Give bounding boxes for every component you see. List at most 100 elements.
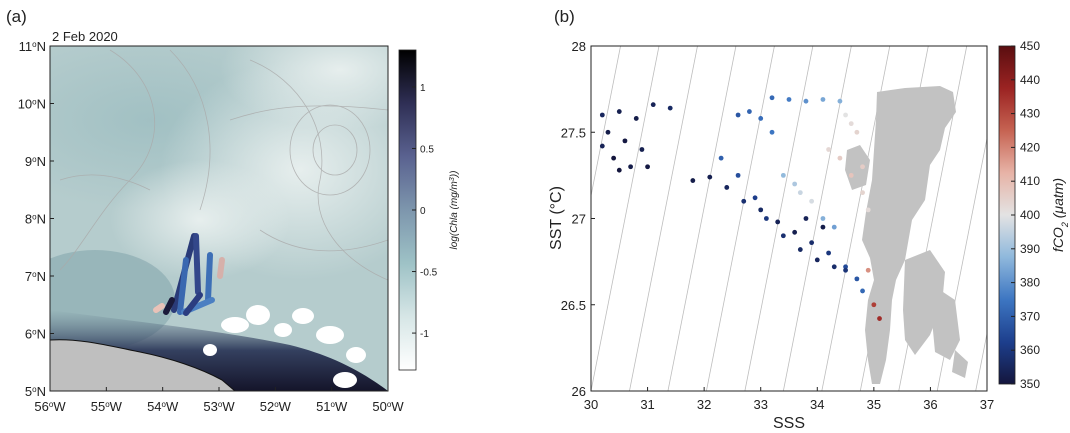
fco2-points <box>599 95 882 321</box>
fco2-point <box>752 195 758 201</box>
sst-tick-label: 27.5 <box>561 125 586 140</box>
x-axis-label: SSS <box>773 415 805 432</box>
panel-a: (a) 2 Feb 2020 <box>6 7 461 414</box>
fco2-point <box>814 257 820 263</box>
date-label: 2 Feb 2020 <box>52 29 118 44</box>
map-x-tick-label: 55oW <box>91 399 123 414</box>
fco2-point <box>792 181 798 187</box>
sss-tick-label: 33 <box>753 397 767 412</box>
map-x-ticks: 56oW 55oW 54oW 53oW 52oW 51oW 50oW <box>34 387 404 414</box>
fco2-point <box>871 302 877 308</box>
fco2-point <box>843 267 848 273</box>
map-y-tick-label: 10oN <box>18 97 46 112</box>
fco2-point <box>741 198 747 204</box>
fco2-point <box>826 250 831 256</box>
fco2-point <box>707 174 713 180</box>
fco2-point <box>724 185 730 190</box>
fco2-point <box>769 95 775 101</box>
sss-tick-label: 36 <box>923 397 937 412</box>
fco2-point <box>639 147 645 152</box>
chla-colorbar-tick-label: 1 <box>420 83 426 94</box>
fco2-point <box>820 216 826 221</box>
fco2-point <box>667 105 673 111</box>
fco2-point <box>628 164 633 170</box>
fco2-point <box>797 190 803 196</box>
fco2-point <box>735 172 741 178</box>
fco2-point <box>622 138 628 144</box>
fco2-colorbar-tick-label: 390 <box>1020 242 1040 256</box>
chla-colorbar: 1 0.5 0 -0.5 -1 log(Chla (mg/m3)) <box>398 49 461 371</box>
background-samples <box>845 86 968 384</box>
fco2-point <box>837 155 843 161</box>
fco2-colorbar-tick-label: 360 <box>1020 343 1040 357</box>
map-y-tick-label: 7oN <box>25 269 46 284</box>
fco2-point <box>877 316 882 321</box>
fco2-point <box>611 155 617 161</box>
fco2-point <box>820 224 826 230</box>
fco2-point <box>599 112 605 118</box>
fco2-colorbar-tick-label: 410 <box>1020 174 1040 188</box>
map-x-tick-label: 52oW <box>260 399 292 414</box>
fco2-colorbar: 450 440 430 420 410 400 390 380 370 360 350 fCO2 (… <box>998 39 1070 391</box>
fco2-point <box>786 97 792 102</box>
map-field <box>50 46 388 391</box>
chla-colorbar-label: log(Chla (mg/m3)) <box>449 171 461 250</box>
fco2-point <box>848 121 854 127</box>
fco2-point <box>848 172 854 178</box>
fco2-colorbar-tick-label: 350 <box>1020 377 1040 391</box>
fco2-colorbar-tick-label: 400 <box>1020 208 1040 222</box>
map-x-tick-label: 50oW <box>372 399 404 414</box>
fco2-point <box>860 288 865 294</box>
fco2-point <box>803 98 809 104</box>
fco2-point <box>865 267 871 273</box>
fco2-point <box>633 116 639 121</box>
fco2-point <box>650 102 656 108</box>
map-y-ticks: 11oN 10oN 9oN 8oN 7oN 6oN 5oN <box>18 39 54 399</box>
fco2-point <box>843 112 848 118</box>
fco2-point <box>809 240 815 246</box>
fco2-colorbar-tick-label: 370 <box>1020 309 1040 323</box>
ship-track <box>153 233 225 316</box>
isoline <box>591 46 621 198</box>
y-axis-label: SST (°C) <box>548 186 565 250</box>
fco2-point <box>831 264 837 270</box>
cloud-patches <box>203 305 366 388</box>
sst-tick-label: 28 <box>572 39 586 54</box>
sss-tick-label: 32 <box>697 397 711 412</box>
fco2-colorbar-tick-label: 450 <box>1020 39 1040 53</box>
fco2-point <box>860 164 865 170</box>
contours <box>59 49 388 281</box>
sss-tick-label: 37 <box>980 397 994 412</box>
fco2-point <box>599 143 605 149</box>
fco2-point <box>820 97 826 102</box>
fco2-point <box>775 219 781 225</box>
land <box>50 339 236 391</box>
fco2-point <box>797 247 803 252</box>
sss-tick-label: 34 <box>810 397 824 412</box>
fco2-point <box>780 172 786 178</box>
fco2-colorbar-tick-label: 440 <box>1020 73 1040 87</box>
fco2-colorbar-tick-label: 380 <box>1020 276 1040 290</box>
map-x-tick-label: 51oW <box>316 399 348 414</box>
fco2-point <box>758 116 764 121</box>
fco2-point <box>865 207 871 213</box>
isoline <box>706 46 775 391</box>
fco2-colorbar-tick-label: 420 <box>1020 140 1040 154</box>
fco2-point <box>837 98 843 104</box>
sss-ticks: 30 31 32 33 34 35 36 37 <box>584 387 994 412</box>
fco2-point <box>747 109 752 114</box>
fco2-point <box>860 190 865 196</box>
fco2-point <box>854 276 860 282</box>
fco2-point <box>763 216 769 221</box>
chla-colorbar-tick-label: 0 <box>420 206 426 217</box>
fco2-point <box>843 264 848 270</box>
map-x-tick-label: 54oW <box>147 399 179 414</box>
fco2-colorbar-label: fCO2 (μatm) <box>1050 178 1070 252</box>
sst-tick-label: 26 <box>572 384 586 399</box>
fco2-point <box>769 129 775 135</box>
map-x-tick-label: 53oW <box>203 399 235 414</box>
map-y-tick-label: 11oN <box>19 39 46 54</box>
map-y-tick-label: 9oN <box>25 154 46 169</box>
